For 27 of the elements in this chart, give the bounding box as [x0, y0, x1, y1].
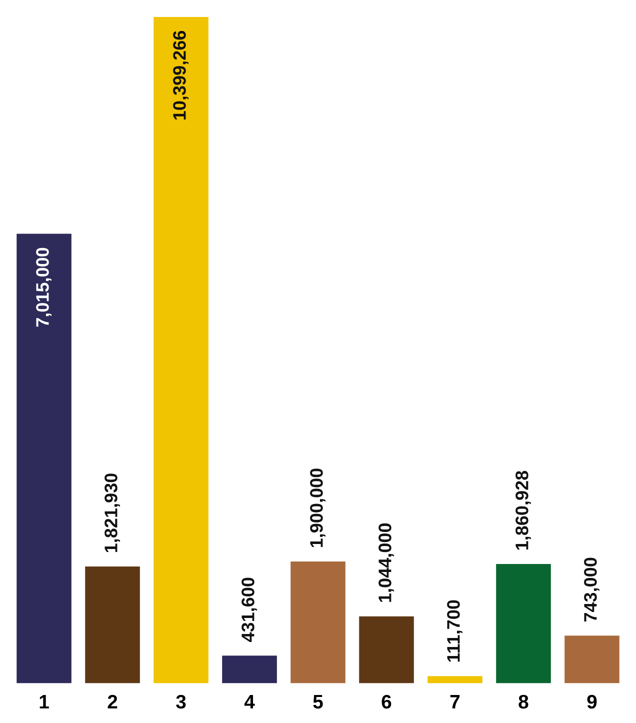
bar — [222, 656, 277, 684]
x-tick-label: 8 — [518, 694, 528, 709]
data-label: 1,044,000 — [378, 523, 394, 602]
x-tick-label: 5 — [313, 695, 323, 709]
bar — [154, 16, 208, 684]
data-label: 431,600 — [242, 578, 257, 642]
data-label: 7,015,000 — [36, 248, 52, 327]
bar — [16, 234, 72, 684]
x-tick-label: 6 — [382, 694, 392, 709]
x-tick-label: 2 — [108, 694, 118, 708]
x-tick-label: 9 — [587, 694, 597, 709]
bar — [290, 562, 346, 684]
bar — [496, 564, 551, 684]
data-label: 743,000 — [584, 558, 600, 622]
data-label: 1,821,930 — [104, 474, 120, 552]
bar — [564, 636, 620, 684]
x-tick-label: 4 — [244, 695, 255, 708]
bar — [85, 566, 140, 684]
data-label: 1,900,000 — [310, 468, 326, 548]
data-label: 10,399,266 — [173, 30, 188, 120]
bar — [428, 676, 482, 684]
x-tick-label: 3 — [176, 694, 186, 709]
x-tick-label: 1 — [40, 695, 49, 708]
x-tick-label: 7 — [450, 695, 460, 708]
bar — [359, 616, 414, 684]
data-label: 1,860,928 — [516, 470, 531, 550]
data-label: 111,700 — [447, 600, 462, 662]
